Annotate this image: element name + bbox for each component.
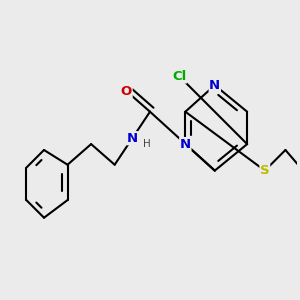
Text: O: O: [121, 85, 132, 98]
Text: N: N: [209, 79, 220, 92]
Text: Cl: Cl: [172, 70, 187, 83]
Text: N: N: [180, 138, 191, 151]
Text: H: H: [143, 139, 151, 149]
Text: N: N: [127, 132, 138, 145]
Text: S: S: [260, 164, 270, 177]
